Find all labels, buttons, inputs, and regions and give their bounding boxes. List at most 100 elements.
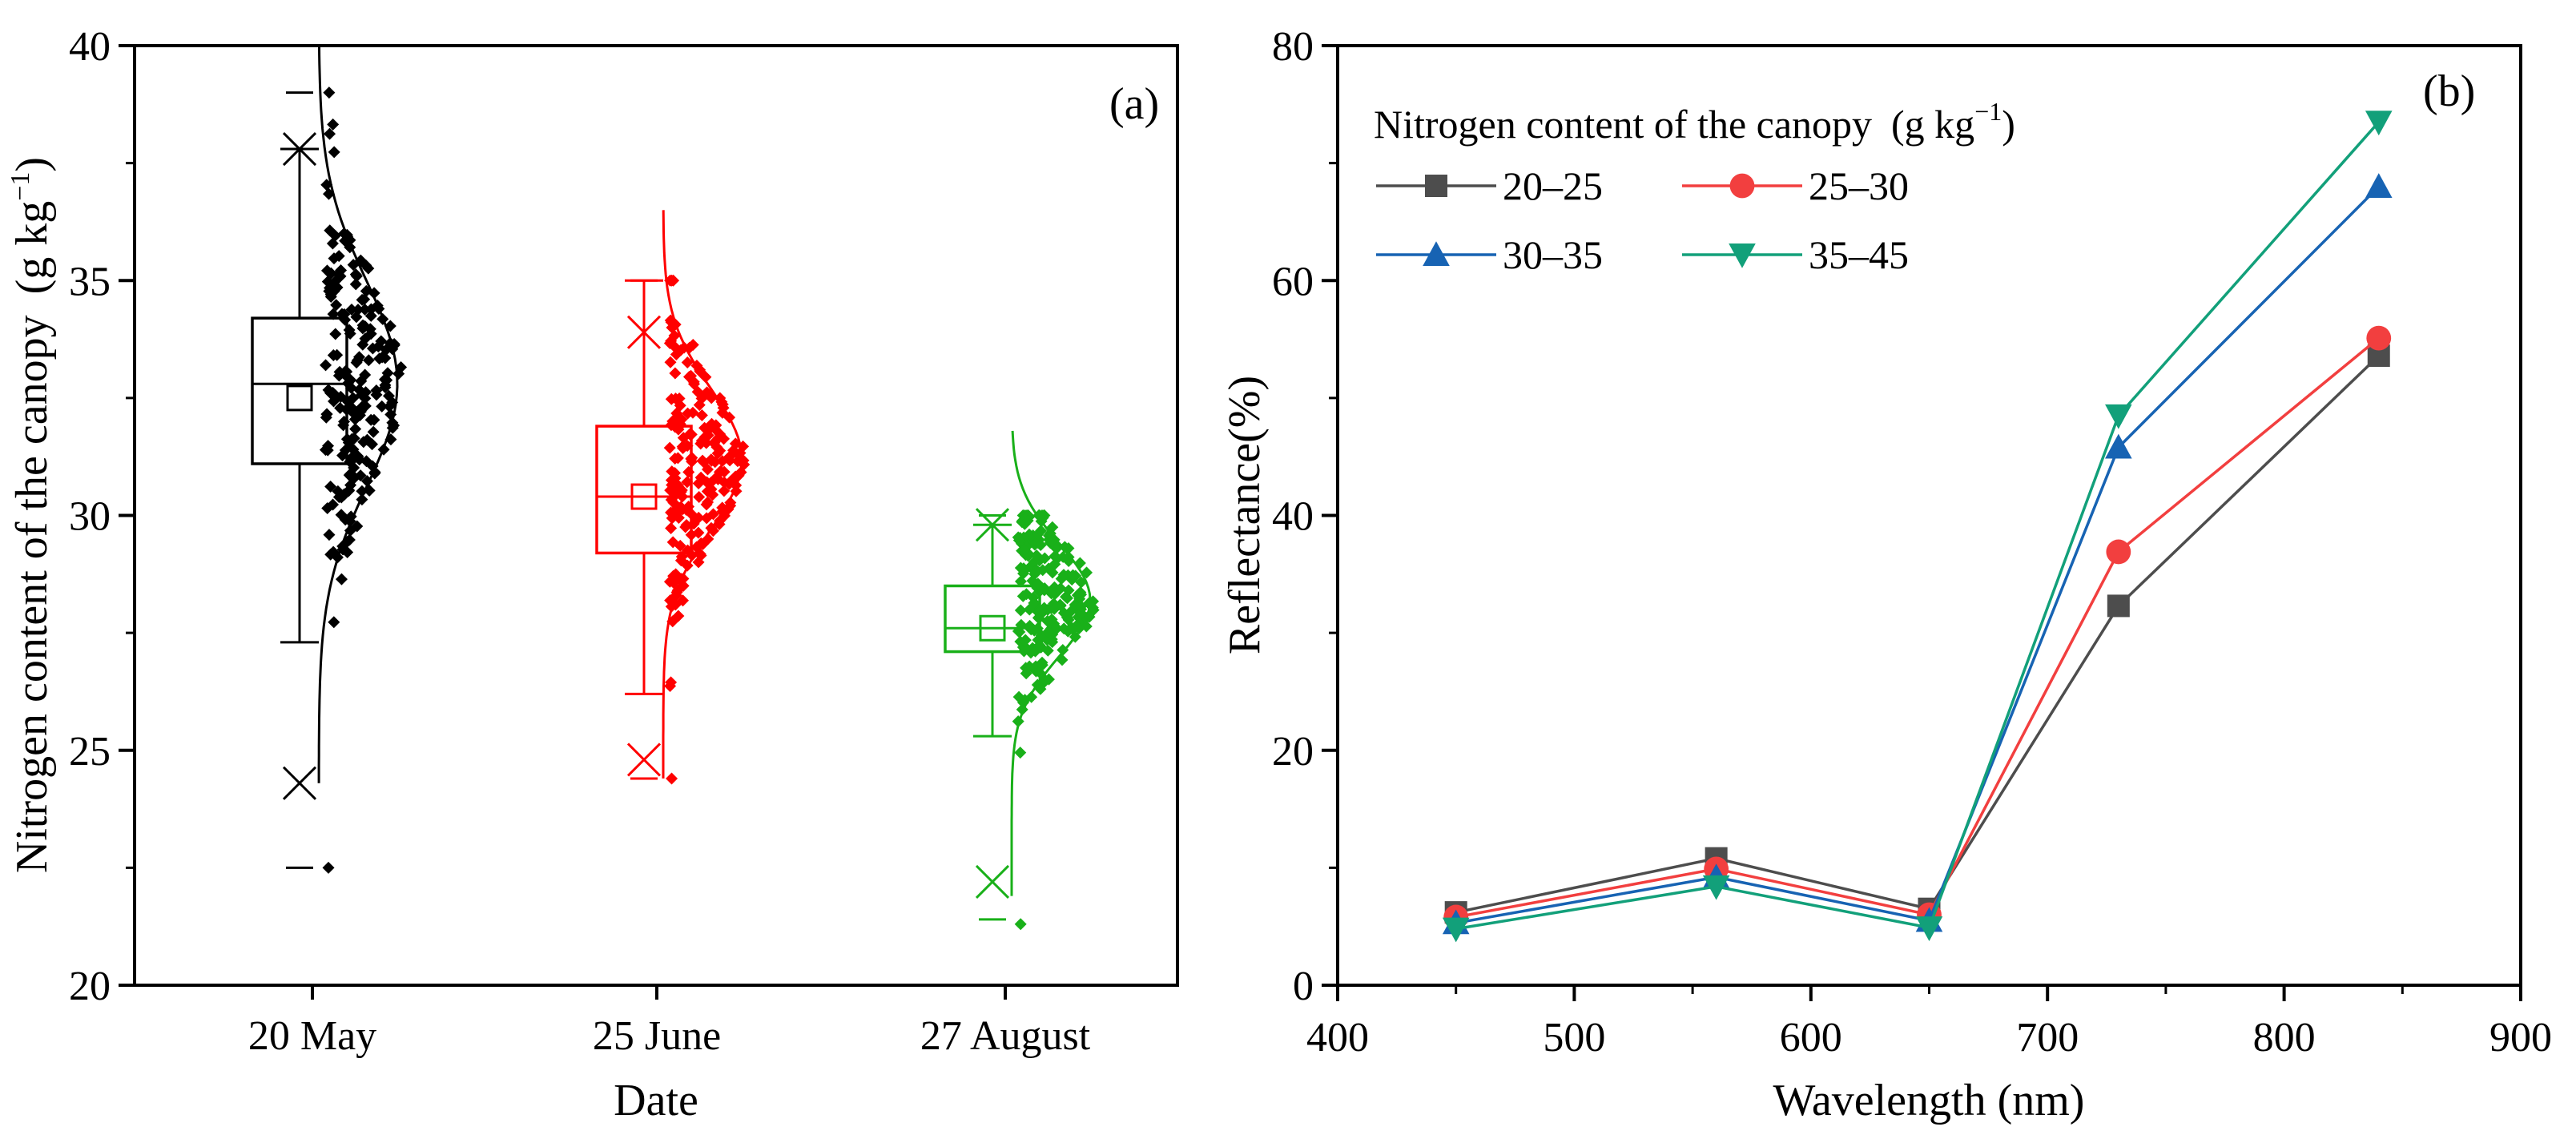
data-point [737,454,750,467]
data-point [681,356,694,369]
data-point [1081,566,1093,579]
panel-b-legend-unit: (g kg [1891,102,1974,147]
data-point [1024,619,1036,632]
data-point [664,314,677,327]
series-marker [1702,875,1730,900]
data-point [320,179,333,191]
data-point [323,529,336,541]
data-point [1073,557,1086,569]
data-point [667,490,680,503]
data-point [681,476,694,489]
data-point [675,573,688,586]
data-point [664,356,677,368]
data-point [323,284,336,297]
data-point [344,328,356,340]
data-point [665,600,678,613]
data-point [376,312,389,325]
data-point [328,146,340,159]
series-marker [2107,594,2130,618]
data-point [352,304,364,316]
data-point [1057,622,1070,635]
x-tick-label: 600 [1780,1015,1842,1060]
data-point [1057,606,1070,619]
data-point [345,405,358,418]
data-point [320,264,333,277]
data-point [320,411,332,424]
panel-a-y-axis-title-text: Nitrogen content of the canopy [7,315,57,873]
box-group-1 [251,45,408,874]
x-tick-label: 800 [2253,1015,2316,1060]
series-line [1455,354,2380,914]
data-point [1018,544,1031,557]
data-point [1032,606,1045,618]
y-tick-label: 25 [69,729,111,775]
data-point [716,455,729,468]
series-30–35 [1442,173,2393,935]
data-point [663,575,676,588]
data-point [1012,534,1025,547]
mean-marker [979,614,1006,642]
series-marker [1442,917,1470,943]
data-point [339,513,352,526]
y-tick-label: 30 [69,494,111,540]
data-point [339,444,352,457]
data-point [324,481,337,493]
data-point [356,493,368,506]
data-point [1034,538,1047,551]
data-point [370,384,383,397]
data-point [674,344,687,356]
data-point [724,475,737,488]
data-point [675,550,688,563]
data-point [338,227,351,239]
panel-a-x-axis-title: Date [614,1076,698,1125]
data-point [665,392,678,405]
legend-label: 35–45 [1809,232,1909,277]
y-tick-label: 40 [1272,494,1314,540]
legend-marker [1729,243,1756,268]
data-point [356,293,368,306]
series-line [1455,336,2380,919]
data-point [665,335,678,348]
series-marker [2365,173,2393,198]
data-point [372,340,384,353]
data-point [666,772,678,785]
data-point [668,505,681,517]
data-point [1045,587,1058,600]
extreme-x-marker [626,743,662,777]
series-marker [1915,916,1943,941]
series-marker [2105,404,2132,429]
data-point [676,503,689,516]
panel-b-legend: 20–25 25–30 30–35 35–45 [1376,163,1909,277]
x-tick-label: 20 May [248,1013,376,1059]
data-point [665,419,678,432]
data-point [377,443,390,456]
data-point [362,354,375,367]
data-point [674,399,686,412]
data-point [379,379,392,392]
legend-marker [1729,173,1755,199]
data-point [1035,525,1048,537]
panel-b-reflectance-line-chart: 0 20 40 60 80 400 500 600 700 800 900 (b) Wavelen… [1220,24,2552,1125]
data-point [710,441,723,453]
data-point [671,452,684,465]
data-point [698,431,711,444]
series-25–30 [1443,325,2392,930]
panel-b-y-ticks: 0 20 40 60 80 [1272,24,1338,1009]
data-point [366,438,379,451]
legend-item: 30–35 [1376,232,1603,277]
data-point [1066,569,1079,582]
data-point [1062,584,1075,597]
data-point [1018,634,1031,647]
panel-b-series [1442,111,2393,943]
mean-marker [630,483,658,510]
box-iqr [251,316,348,465]
x-tick-label: 900 [2489,1015,2552,1060]
data-point [706,489,719,501]
data-point [364,413,377,426]
legend-label: 20–25 [1503,163,1603,208]
legend-marker [1423,241,1450,266]
data-point [329,328,342,340]
data-point [383,400,396,413]
data-point [727,444,740,457]
